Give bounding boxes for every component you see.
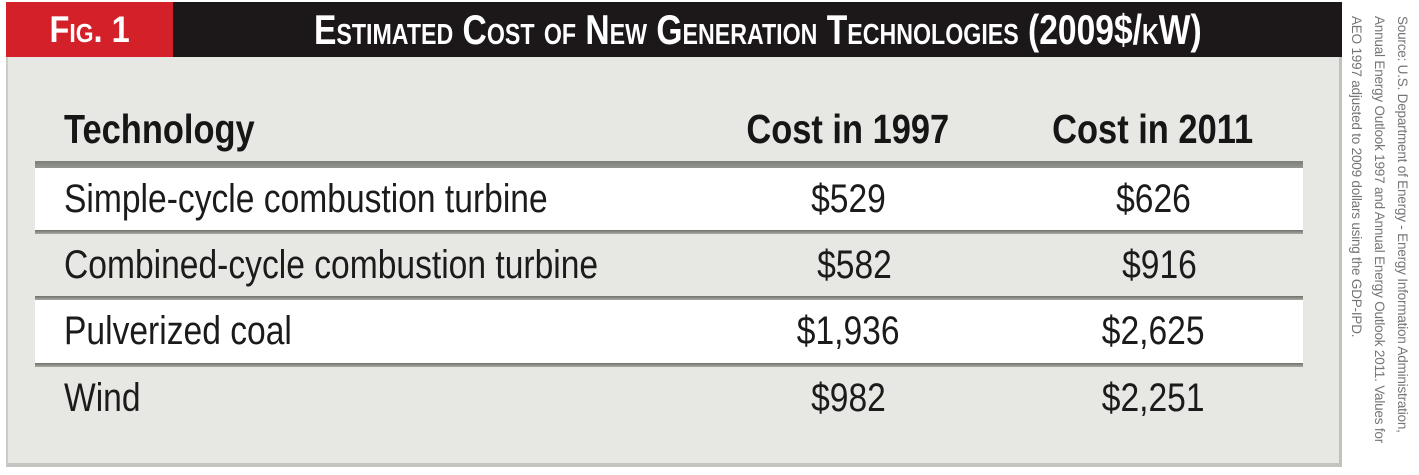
cost-1997-cell: $529 <box>810 176 886 221</box>
header-divider <box>35 161 1303 168</box>
cost-2011-cell: $2,625 <box>1101 309 1205 353</box>
technology-cell: Wind <box>64 375 141 420</box>
row-divider <box>35 230 1303 234</box>
figure-title-bar: Estimated Cost of New Generation Technol… <box>173 2 1342 57</box>
cost-1997-cell: $982 <box>810 375 886 420</box>
technology-cell: Combined-cycle combustion turbine <box>64 242 599 287</box>
source-line: AEO 1997 adjusted to 2009 dollars using … <box>1349 16 1364 338</box>
column-header-cost-1997: Cost in 1997 <box>746 105 950 152</box>
table-row: Simple-cycle combustion turbine $529 $62… <box>35 168 1303 230</box>
source-line: Source: U.S. Department of Energy - Ener… <box>1395 16 1410 433</box>
cost-2011-cell: $626 <box>1115 176 1191 221</box>
figure-title: Estimated Cost of New Generation Technol… <box>313 5 1202 53</box>
figure-number-badge: Fig. 1 <box>6 2 173 57</box>
figure-body: Technology Cost in 1997 Cost in 2011 Sim… <box>6 57 1342 467</box>
cost-2011-cell: $2,251 <box>1101 375 1205 420</box>
column-header-cost-2011: Cost in 2011 <box>1052 105 1254 152</box>
source-citation: Source: U.S. Department of Energy - Ener… <box>1342 16 1414 464</box>
column-header-technology: Technology <box>64 105 255 152</box>
table-row: Pulverized coal $1,936 $2,625 <box>35 300 1303 363</box>
figure-number-label: Fig. 1 <box>49 8 130 50</box>
row-divider <box>35 363 1303 367</box>
technology-cell: Pulverized coal <box>64 309 292 353</box>
table-header-row: Technology Cost in 1997 Cost in 2011 <box>35 57 1303 161</box>
figure-header-bar: Fig. 1 Estimated Cost of New Generation … <box>6 2 1342 57</box>
source-line: Annual Energy Outlook 1997 and Annual En… <box>1372 16 1387 444</box>
cost-1997-cell: $582 <box>817 242 893 287</box>
table-row: Wind $982 $2,251 <box>35 367 1303 429</box>
figure-panel: Fig. 1 Estimated Cost of New Generation … <box>6 2 1342 467</box>
technology-cell: Simple-cycle combustion turbine <box>64 176 548 221</box>
table-row: Combined-cycle combustion turbine $582 $… <box>35 234 1303 296</box>
cost-2011-cell: $916 <box>1122 242 1198 287</box>
cost-1997-cell: $1,936 <box>796 309 900 353</box>
row-divider <box>35 296 1303 300</box>
